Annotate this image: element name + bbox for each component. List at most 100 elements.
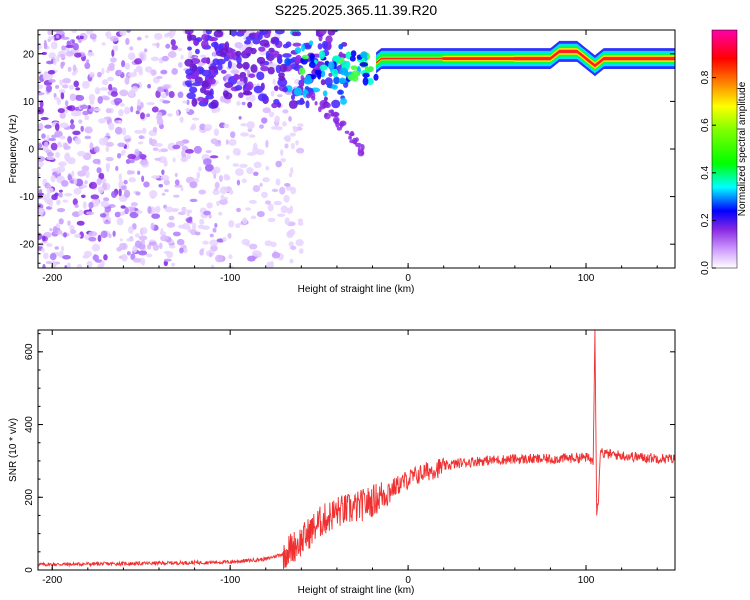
spectral-blob [168, 91, 175, 99]
spectral-blob [167, 51, 177, 59]
spectral-blob [154, 32, 163, 40]
spectral-blob [331, 99, 341, 109]
spectral-blob [66, 262, 71, 268]
spectral-blob [130, 253, 136, 261]
spectral-blob [211, 169, 217, 175]
spectral-blob [163, 260, 168, 267]
spectral-blob [231, 62, 237, 70]
snr-x-label: Height of straight line (km) [298, 585, 415, 596]
colorbar-tick-label: 0.8 [700, 70, 711, 84]
spectral-blob [236, 80, 245, 86]
spectral-blob [332, 55, 341, 62]
spectral-blob [244, 48, 252, 54]
spectral-blob [94, 259, 103, 263]
spectral-blob [121, 149, 127, 155]
spectral-blob [298, 248, 304, 254]
spectral-blob [235, 168, 244, 176]
spectral-blob [138, 235, 148, 241]
spectral-blob [288, 172, 293, 178]
spectral-blob [317, 43, 323, 50]
spectral-blob [141, 127, 147, 134]
spectral-blob [64, 100, 69, 107]
spectral-blob [334, 118, 339, 125]
spectral-blob [253, 161, 262, 169]
spectral-blob [62, 84, 69, 89]
spectral-blob [328, 109, 334, 114]
spectral-blob [77, 150, 86, 157]
spectral-blob [198, 166, 202, 172]
spectral-blob [160, 69, 168, 75]
spectral-blob [364, 66, 371, 72]
spectral-blob [124, 62, 131, 70]
spectral-blob [327, 61, 335, 70]
spectral-blob [273, 200, 283, 206]
spectral-blob [151, 106, 159, 113]
spectral-blob [135, 191, 141, 196]
spectral-blob [85, 170, 90, 179]
spectral-blob [92, 158, 101, 165]
colorbar-ticks: 0.0 0.2 0.4 0.6 0.8 [700, 70, 716, 275]
spectrogram-marks [38, 30, 675, 268]
spectral-blob [241, 101, 246, 106]
spectral-blob [172, 231, 181, 237]
spectral-blob [340, 57, 345, 62]
spectral-blob [73, 188, 82, 195]
spectral-blob [209, 233, 214, 238]
spectral-blob [129, 211, 139, 219]
spectral-blob [218, 211, 223, 216]
spectral-blob [325, 35, 333, 44]
spectral-blob [86, 59, 90, 63]
spectral-blob [157, 88, 165, 93]
spectral-blob [262, 177, 270, 183]
spectral-blob [52, 226, 58, 234]
spectral-blob [38, 92, 45, 96]
spectral-blob [305, 100, 310, 109]
spectral-blob [140, 112, 145, 120]
spectral-blob [247, 101, 253, 109]
spectral-blob [59, 53, 65, 58]
spectral-blob [50, 41, 58, 50]
spectral-blob [324, 102, 331, 109]
spectral-blob [339, 121, 345, 127]
spectral-blob [274, 37, 280, 46]
spectral-blob [148, 137, 153, 145]
spectral-blob [150, 69, 157, 76]
spectral-blob [230, 131, 236, 139]
colorbar-label: Normalized spectral amplitude [737, 81, 748, 216]
spectral-blob [85, 211, 95, 215]
spectral-blob [303, 44, 312, 50]
spectral-blob [67, 136, 73, 144]
x-tick-label: 0 [405, 575, 411, 586]
spectral-blob [115, 165, 119, 172]
spectral-blob [295, 99, 306, 105]
spectral-blob [350, 50, 357, 57]
spectral-blob [208, 65, 219, 70]
spectral-blob [171, 45, 179, 51]
spectral-blob [129, 46, 134, 51]
spectral-blob [219, 52, 227, 58]
spectral-blob [282, 53, 292, 58]
spectral-blob [234, 85, 243, 91]
spectral-blob [362, 72, 370, 78]
spectrogram-frame [37, 29, 676, 269]
spectral-blob [59, 112, 66, 119]
spectral-blob [88, 201, 94, 209]
spectral-blob [58, 218, 64, 225]
spectral-blob [242, 90, 253, 96]
spectral-blob [308, 40, 314, 46]
spectral-blob [146, 102, 155, 106]
spectral-blob [201, 39, 209, 49]
spectral-blob [240, 132, 249, 137]
spectral-blob [239, 163, 248, 169]
spectral-blob [328, 72, 333, 77]
spectral-blob [43, 252, 49, 260]
spectral-blob [67, 66, 72, 72]
spectral-blob [109, 62, 115, 69]
spectral-blob [238, 30, 247, 34]
spectral-blob [274, 115, 281, 123]
spectral-blob [101, 42, 106, 46]
spectral-blob [256, 56, 266, 65]
spectral-blob [201, 33, 209, 41]
spectral-blob [89, 72, 95, 77]
